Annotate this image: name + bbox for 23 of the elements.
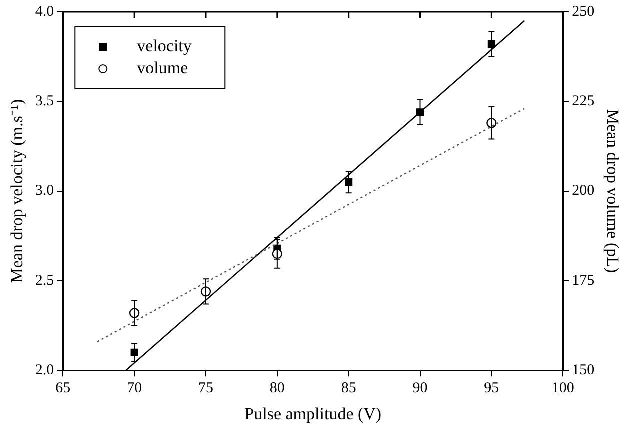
- y2-tick-label: 175: [572, 272, 595, 289]
- y2-axis-title: Mean drop volume (pL): [603, 109, 622, 274]
- x-tick-label: 75: [198, 380, 214, 397]
- x-tick-label: 100: [552, 380, 574, 397]
- x-tick-label: 70: [127, 380, 142, 397]
- y-tick-label: 3.5: [35, 94, 54, 110]
- y-tick-label: 3.0: [35, 183, 54, 200]
- y2-tick-label: 250: [572, 4, 595, 20]
- x-tick-label: 90: [412, 380, 428, 397]
- y2-tick-label: 200: [572, 183, 595, 200]
- y-tick-label: 2.5: [35, 272, 54, 289]
- y2-tick-label: 150: [572, 362, 595, 379]
- x-tick-label: 80: [270, 380, 285, 397]
- x-axis-title: Pulse amplitude (V): [244, 404, 382, 424]
- y-tick-label: 2.0: [35, 362, 54, 379]
- x-tick-label: 85: [341, 380, 356, 397]
- legend-label: velocity: [137, 36, 192, 56]
- legend-label: volume: [137, 58, 188, 78]
- x-tick-label: 65: [56, 380, 71, 397]
- y-axis-title: Mean drop velocity (m.s⁻¹): [8, 99, 27, 284]
- y2-tick-label: 225: [572, 94, 595, 110]
- y-tick-label: 4.0: [35, 4, 54, 20]
- x-tick-label: 95: [484, 380, 500, 397]
